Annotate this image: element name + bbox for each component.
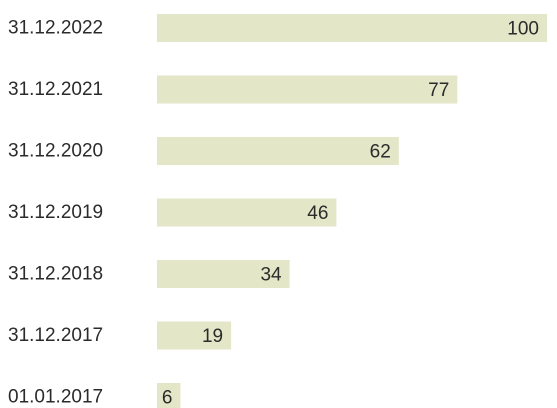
category-label: 31.12.2017: [8, 325, 103, 346]
value-label: 34: [260, 265, 282, 286]
bar-31.12.2021: [157, 75, 458, 104]
bar-31.12.2019: [157, 198, 337, 227]
bar-31.12.2022: [157, 14, 547, 42]
category-label: 31.12.2021: [8, 79, 103, 100]
category-label: 31.12.2020: [8, 141, 103, 162]
value-label: 77: [428, 80, 449, 101]
category-label: 31.12.2018: [8, 264, 103, 285]
bar-01.01.2017: [157, 383, 181, 408]
value-label: 100: [507, 19, 539, 40]
value-label: 62: [370, 142, 391, 163]
category-label: 31.12.2019: [8, 202, 103, 223]
bar-31.12.2017: [157, 321, 232, 350]
labels-layer: 31.12.2022 100 31.12.2021 77 31.12.2020 62 31.…: [8, 18, 539, 408]
category-label: 01.01.2017: [8, 387, 103, 408]
bar-31.12.2020: [157, 137, 399, 165]
bar-31.12.2018: [157, 260, 290, 288]
value-label: 46: [307, 203, 328, 224]
category-label: 31.12.2022: [8, 18, 103, 39]
value-label: 6: [162, 388, 173, 408]
value-label: 19: [202, 326, 223, 347]
bars-layer: [157, 14, 547, 408]
